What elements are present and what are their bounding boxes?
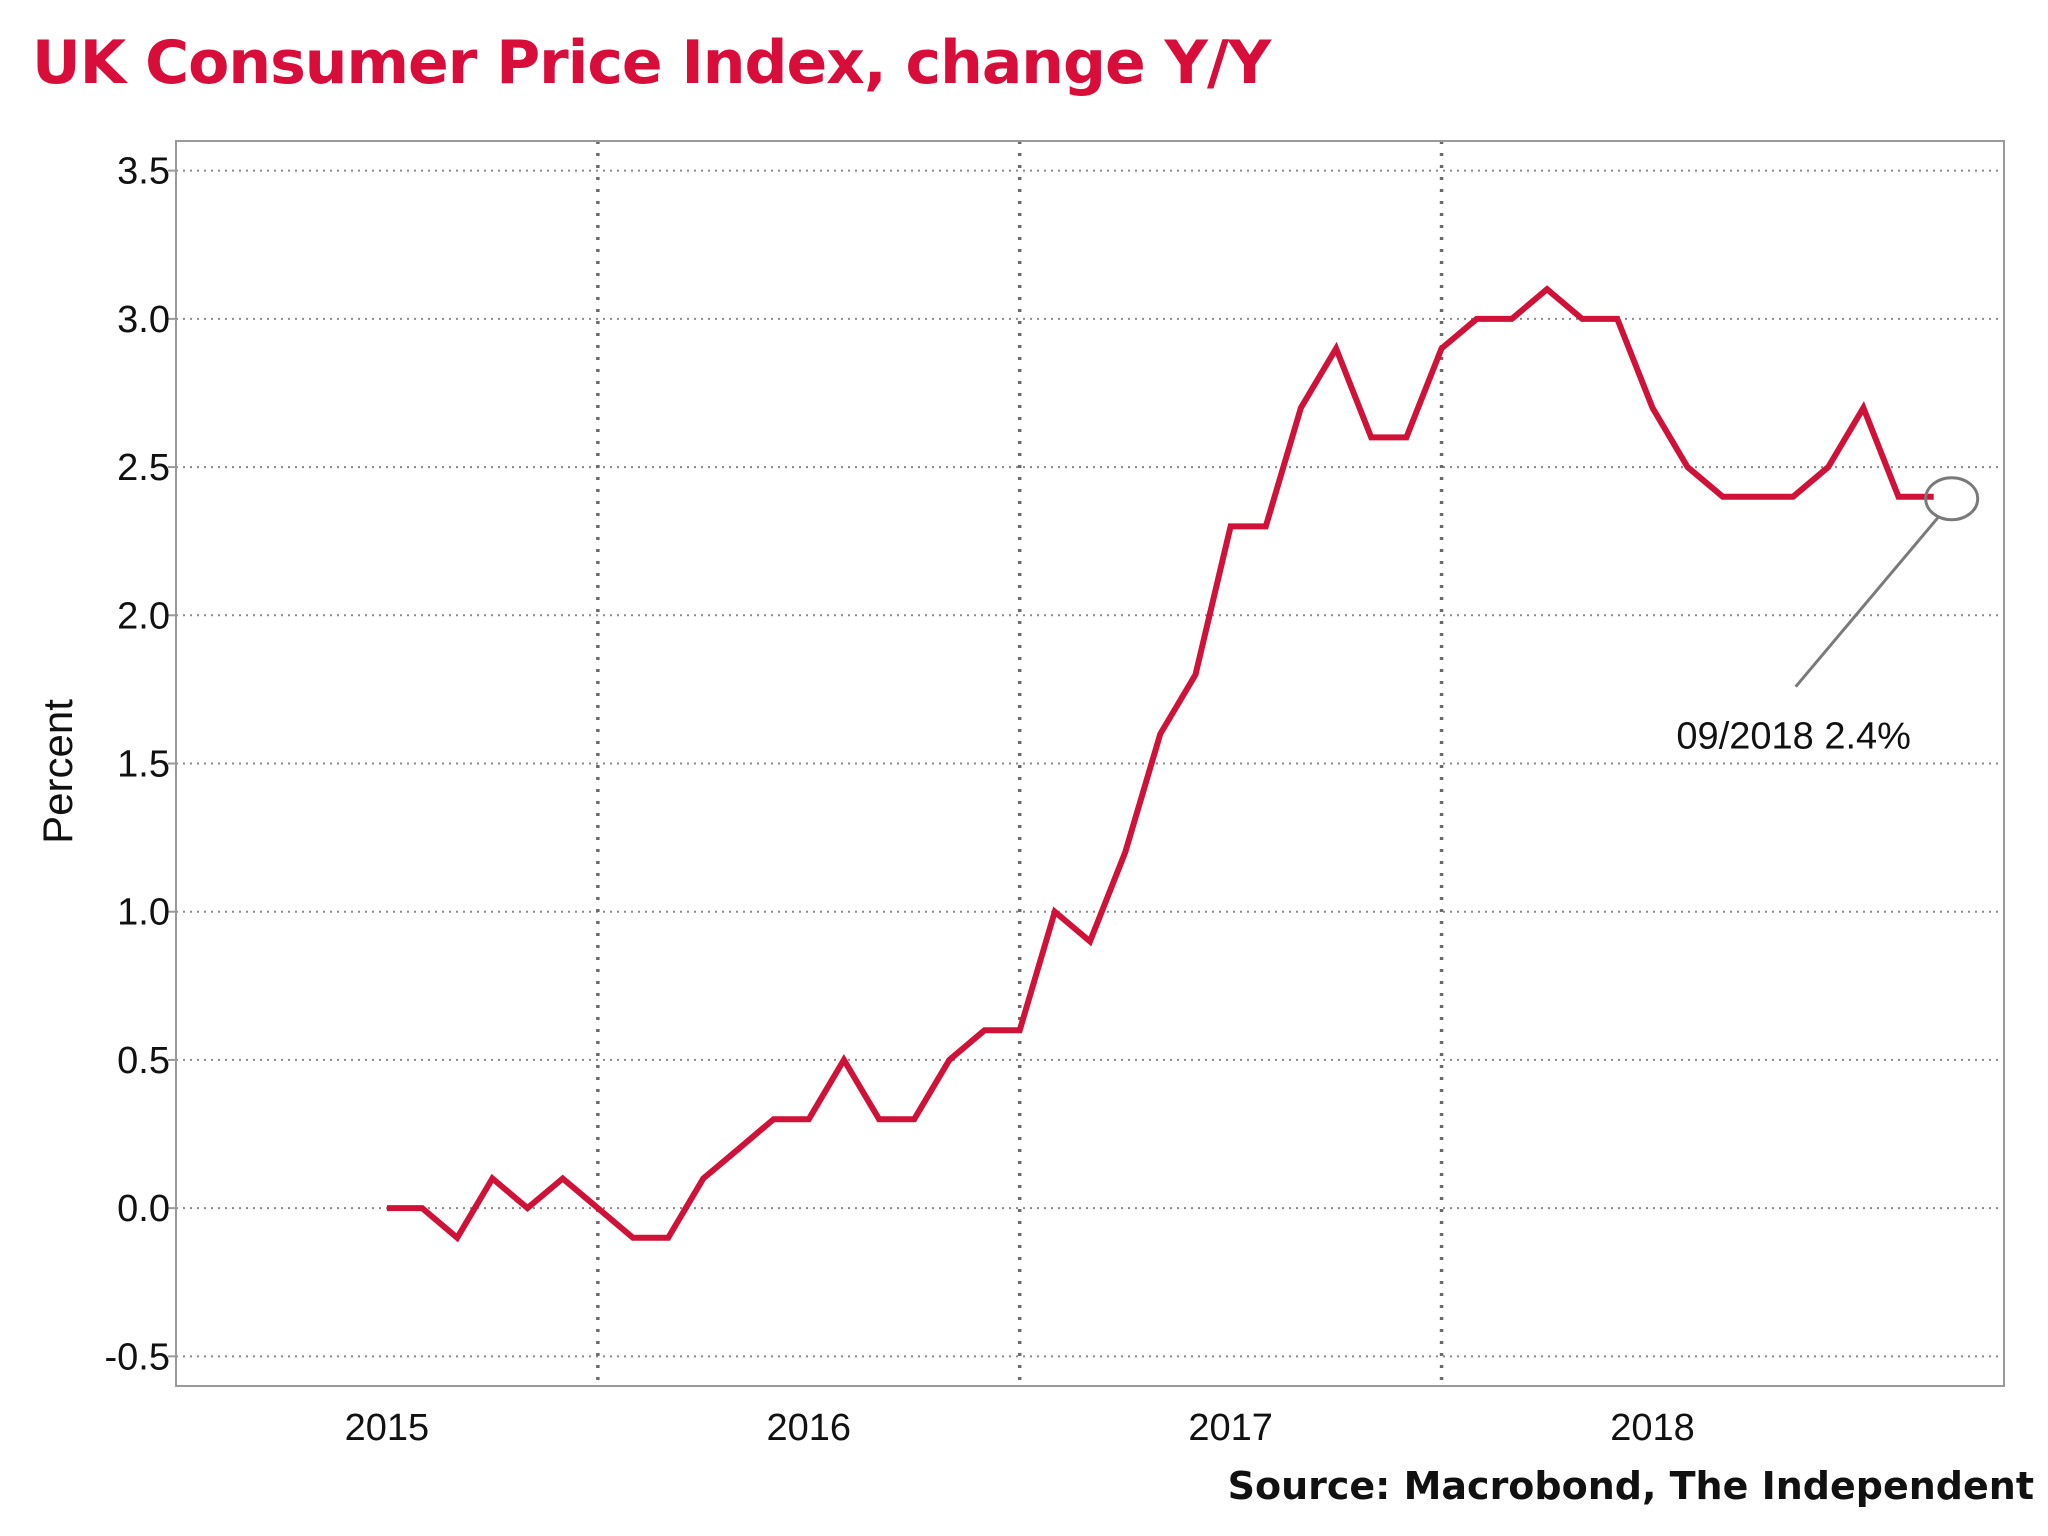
y-axis-label: Percent xyxy=(34,699,81,844)
chart-title: UK Consumer Price Index, change Y/Y xyxy=(32,28,1271,98)
x-tick-label: 2017 xyxy=(1188,1407,1273,1449)
x-axis-ticks: 2015 2016 2017 2018 xyxy=(345,1407,1695,1449)
y-axis-ticks: -0.5 0.0 0.5 1.0 1.5 2.0 2.5 3.0 3.5 xyxy=(105,151,176,1378)
series-points xyxy=(386,289,1934,1238)
grid-lines xyxy=(176,141,2004,1386)
y-tick-label: 3.5 xyxy=(117,151,170,193)
y-tick-label: 1.0 xyxy=(117,892,170,934)
y-tick-label: -0.5 xyxy=(105,1336,170,1378)
annotation: 09/2018 2.4% xyxy=(1676,476,1980,758)
annotation-circle xyxy=(1924,476,1980,522)
x-tick-label: 2016 xyxy=(766,1407,851,1449)
y-tick-label: 3.0 xyxy=(117,299,170,341)
y-tick-label: 0.5 xyxy=(117,1040,170,1082)
y-tick-label: 1.5 xyxy=(117,744,170,786)
annotation-label: 09/2018 2.4% xyxy=(1676,716,1911,758)
y-tick-label: 0.0 xyxy=(117,1188,170,1230)
annotation-leader-line xyxy=(1794,515,1940,688)
x-tick-label: 2018 xyxy=(1610,1407,1695,1449)
source-note: Source: Macrobond, The Independent xyxy=(1227,1464,2034,1508)
x-tick-label: 2015 xyxy=(345,1407,430,1449)
series-line-cpi xyxy=(386,285,1934,1243)
y-tick-label: 2.0 xyxy=(117,595,170,637)
y-tick-label: 2.5 xyxy=(117,447,170,489)
